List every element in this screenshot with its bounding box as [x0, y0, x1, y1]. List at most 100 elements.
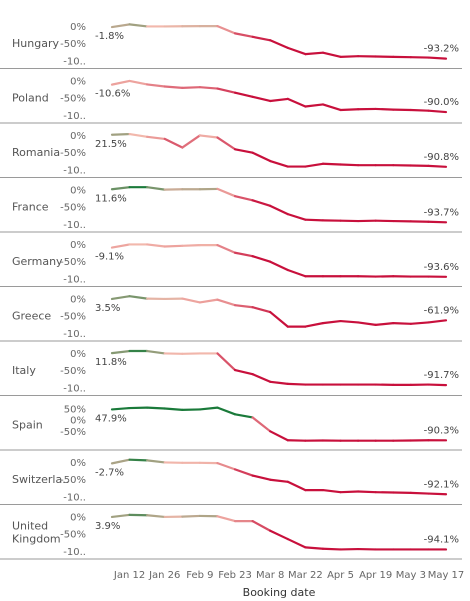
series-segment — [233, 91, 254, 98]
series-segment — [110, 243, 131, 249]
last-value-label: -90.8% — [424, 152, 459, 163]
series-segment — [269, 380, 289, 385]
series-segment — [128, 79, 149, 86]
series-segment — [427, 164, 448, 168]
y-tick-label: -10.. — [63, 493, 86, 504]
series-segment — [339, 55, 360, 58]
series-segment — [304, 322, 325, 328]
series-segment — [304, 546, 325, 550]
x-tick-label: Feb 23 — [218, 570, 252, 581]
last-value-label: -61.9% — [424, 305, 459, 316]
series-segment — [110, 23, 131, 29]
series-segment — [233, 368, 254, 376]
last-value-label: -90.3% — [424, 425, 459, 436]
series-segment — [339, 319, 360, 324]
series-segment — [146, 83, 166, 88]
first-value-label: 3.9% — [95, 521, 120, 532]
panel-germany: Germany 0% -50% -10.. -9.1% -93.6% — [0, 240, 462, 287]
y-tick-label: -50% — [60, 475, 86, 486]
series-segment — [321, 103, 342, 112]
x-tick-label: Jan 26 — [148, 570, 180, 581]
series-segment — [251, 151, 272, 163]
series-segment — [181, 244, 201, 247]
series-segment — [110, 295, 131, 301]
series-segment — [409, 491, 430, 495]
series-segment — [339, 163, 360, 167]
country-label: United Kingdom — [12, 520, 61, 546]
y-tick-label: 0% — [70, 131, 86, 142]
series-segment — [216, 244, 237, 254]
series-segment — [181, 134, 201, 149]
panel-spain: Spain 50%0%-50% 47.9% -90.3% — [0, 404, 462, 451]
series-segment — [233, 304, 254, 309]
country-label: Greece — [12, 310, 51, 323]
series-segment — [427, 383, 448, 387]
series-segment — [427, 492, 448, 496]
series-segment — [286, 97, 307, 108]
series-segment — [163, 137, 184, 149]
series-segment — [216, 25, 237, 35]
y-tick-label: -50% — [60, 312, 86, 323]
series-segment — [286, 46, 307, 56]
series-segment — [251, 95, 272, 103]
series-segment — [198, 298, 219, 304]
series-segment — [216, 187, 237, 198]
series-segment — [181, 86, 201, 89]
series-segment — [269, 204, 289, 216]
series-segment — [286, 480, 307, 492]
series-segment — [339, 108, 360, 112]
series-segment — [233, 468, 254, 477]
first-value-label: -10.6% — [95, 89, 130, 100]
series-segment — [181, 514, 201, 518]
last-value-label: -93.2% — [424, 44, 459, 55]
y-tick-label: -50% — [60, 530, 86, 541]
x-axis: Jan 12 Jan 26 Feb 9 Feb 23 Mar 8 Mar 22 Apr 5 A… — [113, 570, 464, 581]
series-segment — [269, 430, 289, 442]
series-segment — [251, 416, 272, 433]
series-segment — [128, 23, 149, 28]
series-segment — [216, 462, 237, 471]
series-segment — [233, 148, 254, 154]
first-value-label: -1.8% — [95, 31, 124, 42]
series-segment — [216, 298, 237, 307]
country-label: Switzerla.. — [12, 473, 69, 486]
y-tick-label: -50% — [60, 148, 86, 159]
y-tick-label: 0% — [70, 185, 86, 196]
series-segment — [216, 352, 237, 372]
country-label: Spain — [12, 419, 43, 432]
series-segment — [427, 56, 448, 60]
series-segment — [216, 87, 237, 94]
series-segment — [146, 135, 166, 141]
y-tick-label: 0% — [70, 240, 86, 251]
last-value-label: -90.0% — [424, 97, 459, 108]
country-label: Germany — [12, 255, 63, 268]
series-segment — [374, 107, 395, 111]
last-value-label: -94.1% — [424, 534, 459, 545]
series-segment — [110, 349, 131, 355]
y-tick-label: -10.. — [63, 329, 86, 340]
series-segment — [233, 195, 254, 202]
y-tick-label: 50% — [64, 404, 86, 415]
last-value-label: -93.6% — [424, 262, 459, 273]
y-tick-label: 0% — [70, 416, 86, 427]
series-segment — [198, 406, 219, 411]
series-segment — [427, 220, 448, 224]
last-value-label: -93.7% — [424, 207, 459, 218]
series-segment — [286, 268, 307, 278]
panel-poland: Poland 0% -50% -10.. -10.6% -90.0% — [0, 76, 462, 124]
series-segment — [146, 186, 166, 191]
country-label: Romania — [12, 146, 60, 159]
series-segment — [251, 306, 272, 314]
series-segment — [286, 382, 307, 386]
series-segment — [409, 108, 430, 112]
panel-italy: Italy 0% -50% -10.. 11.8% -91.7% — [0, 349, 462, 396]
series-segment — [357, 490, 377, 494]
series-segment — [339, 490, 360, 494]
series-segment — [269, 260, 289, 272]
country-label: France — [12, 201, 49, 214]
country-label: Poland — [12, 92, 49, 105]
panel-france: France 0% -50% -10.. 11.6% -93.7% — [0, 185, 462, 233]
series-segment — [321, 162, 342, 166]
series-segment — [304, 162, 325, 168]
